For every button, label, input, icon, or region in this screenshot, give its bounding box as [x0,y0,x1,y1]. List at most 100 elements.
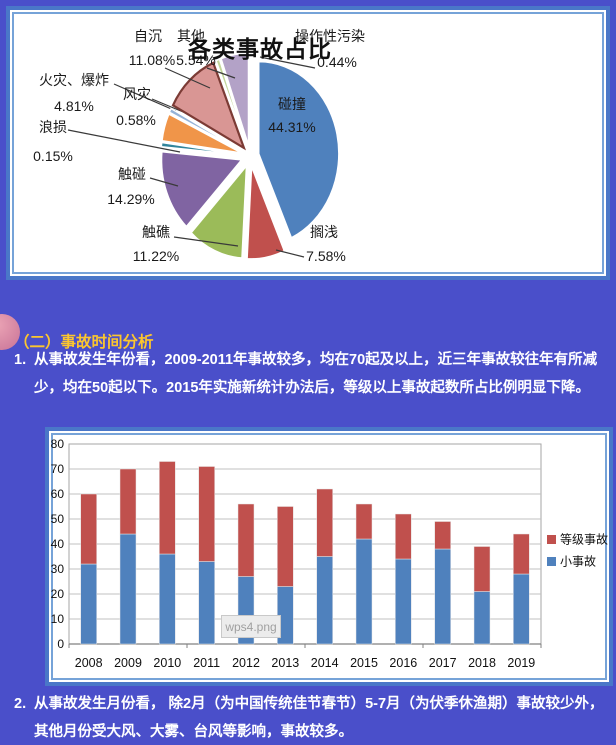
decorative-circle [0,314,20,350]
pie-slice-0 [258,61,340,239]
y-axis-label: 50 [51,512,65,526]
list-marker-2: 2. [14,696,27,712]
pie-label-name-5: 火灾、爆炸 [39,72,109,88]
pie-label-pct-3: 14.29% [107,191,155,207]
bar-segment-等级事故-2012 [237,503,255,577]
pie-label-pct-8: 0.44% [317,54,357,70]
bar-segment-等级事故-2019 [513,533,530,575]
pie-label-pct-5: 4.81% [54,98,94,114]
pie-label-pct-1: 7.58% [306,248,346,264]
pie-slice-9 [220,52,250,146]
pie-label-pct-7: 11.08% [128,52,176,68]
pie-leader-line [275,249,305,258]
x-axis-label: 2013 [271,656,299,670]
pie-label-pct-2: 11.22% [132,248,180,264]
y-axis-label: 0 [57,637,64,651]
x-axis-label: 2015 [350,656,378,670]
y-axis-label: 80 [51,437,65,451]
bar-segment-等级事故-2014 [316,488,333,557]
pie-label-name-6: 风灾 [123,86,151,102]
bar-segment-等级事故-2011 [198,466,215,562]
pie-label-name-2: 触礁 [142,224,170,240]
pie-label-name-7: 自沉 [134,28,162,44]
pie-label-name-1: 搁浅 [310,224,338,240]
pie-slice-6 [168,107,243,152]
x-axis-label: 2012 [232,656,260,670]
bar-segment-等级事故-2008 [80,493,97,565]
pie-chart-panel: 碰撞 44.31% 搁浅 7.58% 触礁 11.22% 触碰 14.29% 浪损 0.15% 火灾… [6,6,610,280]
pie-slice-4 [160,141,242,156]
pie-label-name-4: 浪损 [39,119,67,135]
y-axis-label: 20 [51,587,65,601]
x-axis-label: 2011 [193,656,220,670]
pie-leader-line [259,56,316,69]
x-axis-label: 2009 [114,656,142,670]
pie-slice-8 [215,58,248,146]
pie-slice-5 [161,113,242,154]
paragraph-year-analysis-text: 从事故发生年份看，2009-2011年事故较多，均在70起及以上，近三年事故较往… [34,352,598,396]
pie-slice-1 [246,166,286,260]
pie-label-pct-6: 0.58% [116,112,156,128]
y-axis-label: 10 [51,612,65,626]
x-axis-label: 2017 [429,656,457,670]
bar-segment-小事故-2010 [159,553,176,645]
legend-label-小事故: 小事故 [560,554,596,569]
pie-label-name-9: 其他 [177,28,205,44]
bar-segment-小事故-2008 [80,563,97,645]
pie-label-pct-0: 44.31% [268,119,316,135]
bar-segment-小事故-2015 [355,538,373,645]
legend-swatch-等级事故 [547,535,556,544]
bar-segment-小事故-2011 [198,561,215,645]
pie-slice-2 [190,164,248,259]
bar-chart-panel: 0 10 20 30 40 50 60 70 80 2008 2009 2010 2011 2012 201… [45,427,613,686]
list-marker-1: 1. [14,352,27,368]
paragraph-month-analysis-text: 从事故发生月份看， 除2月（为中国传统佳节春节）5-7月（为伏季休渔期）事故较少… [34,696,604,740]
x-axis-label: 2018 [468,656,496,670]
y-axis-label: 40 [51,537,65,551]
pie-leader-line [67,129,181,153]
pie-label-name-8: 操作性污染 [295,28,365,44]
bar-segment-小事故-2016 [395,558,412,645]
x-axis-label: 2016 [389,656,417,670]
bar-segment-等级事故-2010 [159,461,176,555]
x-axis-label: 2008 [75,656,103,670]
legend-swatch-小事故 [547,557,556,566]
pie-label-pct-9: 5.54% [176,52,216,68]
legend-label-等级事故: 等级事故 [560,532,608,547]
watermark-badge: wps4.png [221,615,281,638]
bar-segment-小事故-2018 [473,591,491,645]
pie-slice-7 [171,61,247,151]
bar-segment-小事故-2017 [434,548,451,645]
pie-chart-title: 各类事故占比 [188,36,332,62]
y-axis-label: 30 [51,562,65,576]
bar-chart: 0 10 20 30 40 50 60 70 80 2008 2009 2010 2011 2012 201… [51,437,608,670]
pie-label-pct-4: 0.15% [33,148,73,164]
pie-leader-line [113,83,177,112]
bar-segment-小事故-2019 [513,573,530,645]
bar-segment-小事故-2014 [316,556,333,645]
bar-segment-等级事故-2017 [434,521,451,550]
bar-segment-小事故-2009 [119,533,137,645]
bar-segment-等级事故-2015 [355,503,373,540]
pie-label-name-0: 碰撞 [278,96,306,112]
bar-segment-等级事故-2013 [277,506,294,587]
x-axis-label: 2014 [311,656,339,670]
pie-label-layer: 碰撞 44.31% 搁浅 7.58% 触礁 11.22% 触碰 14.29% 浪损 0.15% 火灾… [10,10,614,284]
bar-segment-等级事故-2018 [473,546,491,592]
x-axis-label: 2010 [153,656,181,670]
bar-segment-等级事故-2009 [119,468,137,535]
bar-segment-等级事故-2016 [395,513,412,560]
pie-slice-3 [160,151,243,228]
pie-leader-line [149,177,179,187]
y-axis-label: 60 [51,487,65,501]
pie-leader-line [164,67,211,89]
y-axis-label: 70 [51,462,65,476]
pie-chart [67,52,340,260]
x-axis-label: 2019 [507,656,535,670]
paragraph-year-analysis: 1. 从事故发生年份看，2009-2011年事故较多，均在70起及以上，近三年事… [14,346,610,402]
paragraph-month-analysis: 2. 从事故发生月份看， 除2月（为中国传统佳节春节）5-7月（为伏季休渔期）事… [14,690,610,745]
pie-label-name-3: 触碰 [118,166,146,182]
pie-leader-line [173,236,239,247]
pie-leader-line [206,67,236,79]
